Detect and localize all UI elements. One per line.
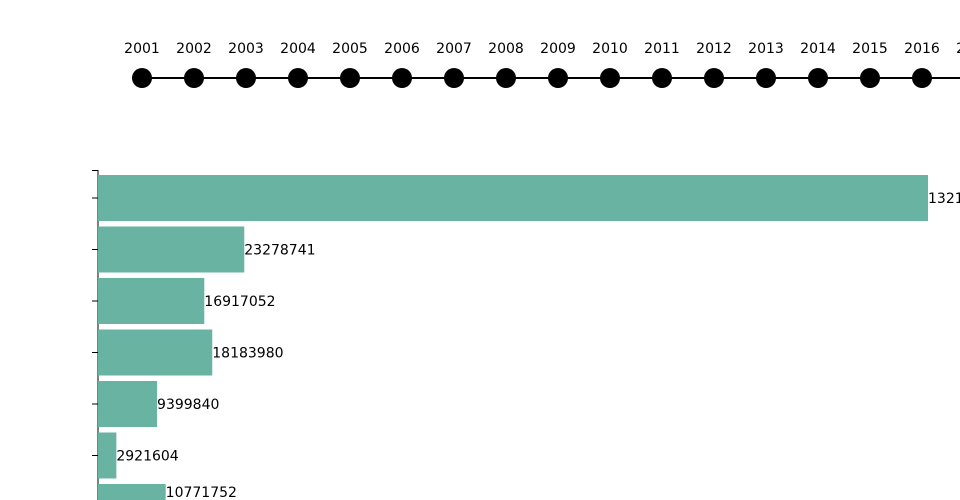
year-label-2014: 2014 [800, 41, 836, 57]
bar [98, 226, 245, 273]
year-dot-2008[interactable] [496, 68, 516, 88]
year-dot-2010[interactable] [600, 68, 620, 88]
year-dot-2016[interactable] [912, 68, 932, 88]
bar [98, 381, 158, 427]
year-dot-2001[interactable] [132, 68, 152, 88]
year-label-2007: 2007 [436, 41, 472, 57]
year-label-2002: 2002 [176, 41, 212, 57]
year-label-2013: 2013 [748, 41, 784, 57]
year-dot-2011[interactable] [652, 68, 672, 88]
year-timeline: 2001 2002 2003 2004 2005 2006 2007 2008 2009 2010… [124, 41, 960, 88]
year-dot-2006[interactable] [392, 68, 412, 88]
year-dot-2012[interactable] [704, 68, 724, 88]
year-dot-2015[interactable] [860, 68, 880, 88]
bar-value-label: 16917052 [204, 294, 275, 310]
bar [98, 278, 205, 324]
year-label-2006: 2006 [384, 41, 420, 57]
year-dot-2004[interactable] [288, 68, 308, 88]
year-dot-2013[interactable] [756, 68, 776, 88]
year-dot-2003[interactable] [236, 68, 256, 88]
bar-chart: 1321 23278741 16917052 18183980 9399840 29216… [92, 170, 960, 500]
bar [98, 484, 166, 500]
year-label-2017: 2017 [956, 41, 960, 57]
year-dot-2009[interactable] [548, 68, 568, 88]
year-label-2004: 2004 [280, 41, 316, 57]
bar [98, 175, 928, 221]
year-dot-2002[interactable] [184, 68, 204, 88]
bar-value-label: 9399840 [157, 397, 219, 413]
year-label-2003: 2003 [228, 41, 264, 57]
bar-value-label: 1321 [928, 191, 960, 207]
bar [98, 432, 117, 479]
year-label-2015: 2015 [852, 41, 888, 57]
year-dot-2005[interactable] [340, 68, 360, 88]
year-label-2005: 2005 [332, 41, 368, 57]
bar-value-label: 2921604 [116, 449, 178, 465]
year-label-2012: 2012 [696, 41, 732, 57]
year-dot-2014[interactable] [808, 68, 828, 88]
bar-value-label: 10771752 [166, 485, 237, 500]
year-label-2010: 2010 [592, 41, 628, 57]
bar-value-label: 23278741 [244, 243, 315, 259]
year-dot-2007[interactable] [444, 68, 464, 88]
bar [98, 329, 213, 376]
bar-value-label: 18183980 [212, 346, 283, 362]
year-label-2011: 2011 [644, 41, 680, 57]
year-label-2008: 2008 [488, 41, 524, 57]
year-label-2016: 2016 [904, 41, 940, 57]
year-label-2009: 2009 [540, 41, 576, 57]
year-label-2001: 2001 [124, 41, 160, 57]
